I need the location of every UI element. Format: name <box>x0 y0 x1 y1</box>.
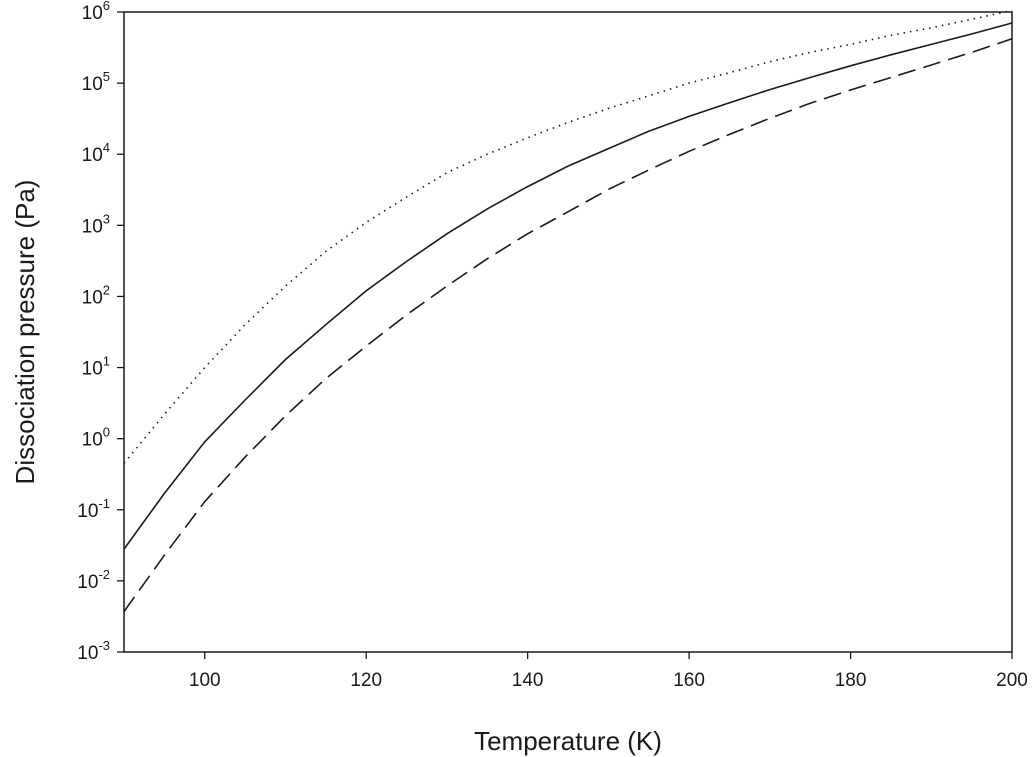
y-tick-exponent: 2 <box>103 282 110 297</box>
x-tick-label: 180 <box>835 670 867 691</box>
x-tick-label: 160 <box>673 670 705 691</box>
x-tick-label: 120 <box>350 670 382 691</box>
x-axis-title: Temperature (K) <box>474 726 662 756</box>
y-tick-base: 10 <box>77 501 98 522</box>
y-tick-label: 10-1 <box>77 496 110 522</box>
y-tick-exponent: 0 <box>103 425 110 440</box>
y-tick-base: 10 <box>82 216 103 237</box>
x-axis: 100 120 140 160 180 200 <box>189 652 1028 691</box>
x-tick-label: 200 <box>996 670 1028 691</box>
solid-line <box>123 22 1013 550</box>
plot-frame <box>123 11 1013 653</box>
y-tick-exponent: 4 <box>103 140 110 155</box>
dotted-line <box>123 9 1013 464</box>
y-tick-label: 10-2 <box>77 567 110 593</box>
y-tick-base: 10 <box>82 430 103 451</box>
y-tick-label: 104 <box>82 140 110 166</box>
y-tick-exponent: 6 <box>103 0 110 13</box>
y-tick-base: 10 <box>82 359 103 380</box>
y-tick-base: 10 <box>77 572 98 593</box>
y-tick-label: 106 <box>82 0 110 24</box>
y-tick-label: 101 <box>82 354 110 380</box>
y-tick-label: 10-3 <box>77 638 110 664</box>
y-tick-base: 10 <box>82 3 103 24</box>
x-tick-label: 100 <box>189 670 221 691</box>
y-tick-label: 100 <box>82 425 110 451</box>
y-tick-exponent: 5 <box>103 69 110 84</box>
y-tick-label: 103 <box>82 211 110 237</box>
y-tick-base: 10 <box>82 287 103 308</box>
y-tick-exponent: -1 <box>98 496 110 511</box>
y-tick-base: 10 <box>82 74 103 95</box>
y-tick-base: 10 <box>82 145 103 166</box>
y-tick-label: 105 <box>82 69 110 95</box>
y-axis-title: Dissociation pressure (Pa) <box>10 180 40 485</box>
y-tick-exponent: 3 <box>103 211 110 226</box>
y-tick-exponent: -2 <box>98 567 110 582</box>
dashed-line <box>123 38 1013 613</box>
y-tick-base: 10 <box>77 643 98 664</box>
x-tick-label: 140 <box>512 670 544 691</box>
y-tick-exponent: -3 <box>98 638 110 653</box>
y-tick-label: 102 <box>82 282 110 308</box>
plot-lines <box>123 9 1013 613</box>
y-tick-exponent: 1 <box>103 354 110 369</box>
